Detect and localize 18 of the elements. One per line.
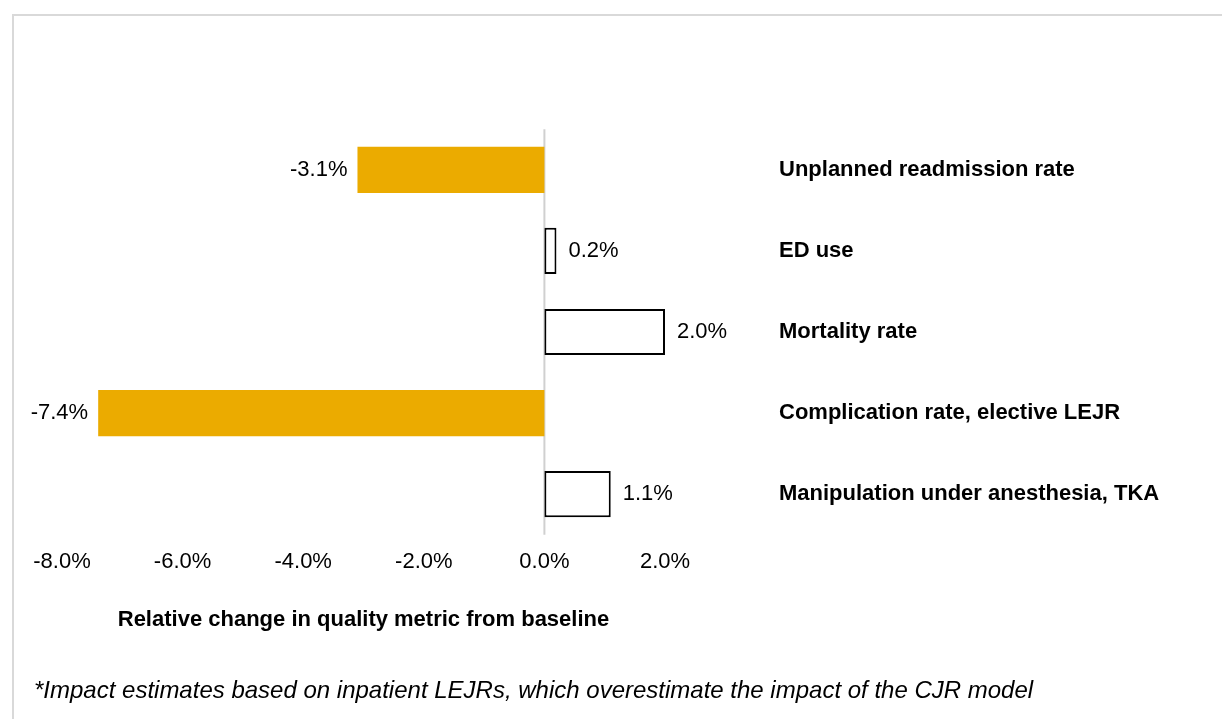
x-tick-label: 2.0% bbox=[639, 548, 691, 574]
y-tick-label: Mortality rate bbox=[779, 318, 918, 344]
x-tick-label: -8.0% bbox=[33, 548, 91, 574]
data-label: -3.1% bbox=[289, 155, 348, 181]
y-tick-label: Complication rate, elective LEJR bbox=[779, 399, 1121, 425]
x-tick-label: 0.0% bbox=[519, 548, 570, 574]
data-label: 0.2% bbox=[568, 236, 619, 262]
y-tick-label: Manipulation under anesthesia, TKA bbox=[779, 480, 1160, 506]
x-axis-title: Relative change in quality metric from baseline bbox=[117, 606, 610, 632]
x-tick-label: -4.0% bbox=[274, 548, 332, 574]
data-label: -7.4% bbox=[30, 399, 89, 425]
text: *Impact estimates based on inpatient LEJRs, which overestimate the impact of the CJR model bbox=[34, 676, 1034, 704]
y-tick-label: Unplanned readmission rate bbox=[779, 155, 1075, 181]
data-label: 1.1% bbox=[622, 480, 673, 506]
data-label: 2.0% bbox=[677, 318, 728, 344]
y-tick-label: ED use bbox=[779, 236, 854, 262]
x-tick-label: -6.0% bbox=[153, 548, 212, 574]
x-tick-label: -2.0% bbox=[395, 548, 453, 574]
